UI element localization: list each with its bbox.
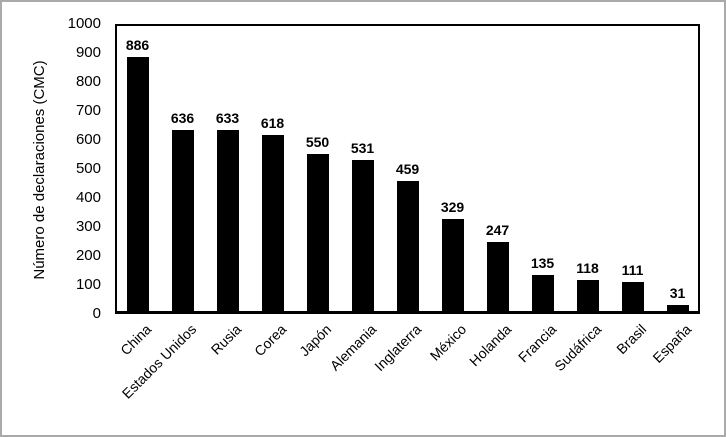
bar-value-label: 636 [170,110,195,126]
y-tick-label: 400 [75,189,101,206]
bar-Japón [306,154,329,314]
bar-Alemania [351,160,374,314]
bar-value-label: 111 [621,262,644,278]
bar-value-label: 459 [395,161,420,177]
bar-value-label: 118 [576,260,599,276]
bar-value-label: 247 [485,222,510,238]
bar-value-label: 886 [125,37,150,53]
bar-Brasil [621,282,644,314]
bar-value-label: 329 [440,199,465,215]
bar-Corea [261,135,284,314]
bar-value-label: 31 [669,285,686,301]
bar-México [441,219,464,314]
bar-value-label: 633 [215,110,240,126]
bar-value-label: 550 [305,134,330,150]
y-tick-label: 100 [75,276,101,293]
bar-value-label: 618 [260,115,285,131]
y-tick-label: 500 [75,160,101,177]
bar-Francia [531,275,554,314]
y-tick-label: 900 [75,44,101,61]
y-tick-label: 0 [92,305,101,322]
bar-value-label: 531 [350,140,375,156]
bar-Holanda [486,242,509,314]
bar-España [666,305,689,314]
bar-value-label: 135 [530,255,555,271]
bar-China [126,57,149,314]
y-tick-label: 300 [75,218,101,235]
y-tick-label: 700 [75,102,101,119]
y-tick-label: 1000 [67,15,101,32]
bar-Rusia [216,130,239,314]
y-tick-label: 600 [75,131,101,148]
y-tick-label: 800 [75,73,101,90]
bar-Sudáfrica [576,280,599,314]
bar-Estados Unidos [171,130,194,314]
y-tick-label: 200 [75,247,101,264]
bar-Inglaterra [396,181,419,314]
